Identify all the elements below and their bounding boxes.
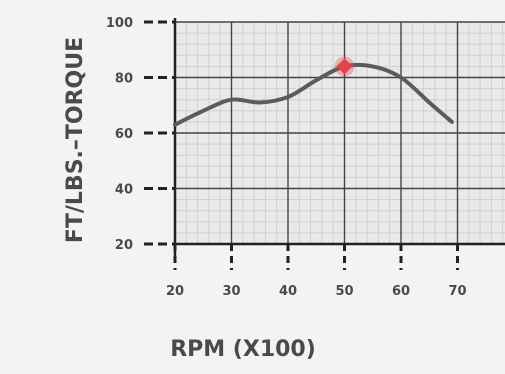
tick-labels: 20 40 60 80 100 20 30 40 50 60 70 xyxy=(106,16,467,299)
y-tick-label-60: 60 xyxy=(115,127,133,142)
y-tick-label-100: 100 xyxy=(106,16,133,31)
x-tick-label-40: 40 xyxy=(279,284,297,299)
peak-marker xyxy=(336,58,353,75)
x-tick-label-20: 20 xyxy=(166,284,184,299)
series-layer xyxy=(173,56,454,127)
y-tick-label-40: 40 xyxy=(115,183,133,198)
series-line-0 xyxy=(173,62,454,127)
y-tick-label-80: 80 xyxy=(115,72,133,87)
axes xyxy=(144,18,505,270)
y-axis-label: FT/LBS.–TORQUE xyxy=(63,37,88,243)
x-tick-label-60: 60 xyxy=(392,284,410,299)
x-tick-label-30: 30 xyxy=(222,284,240,299)
x-tick-label-70: 70 xyxy=(448,284,466,299)
y-tick-label-20: 20 xyxy=(115,238,133,253)
x-tick-label-50: 50 xyxy=(335,284,353,299)
x-axis-label: RPM (X100) xyxy=(170,337,316,362)
